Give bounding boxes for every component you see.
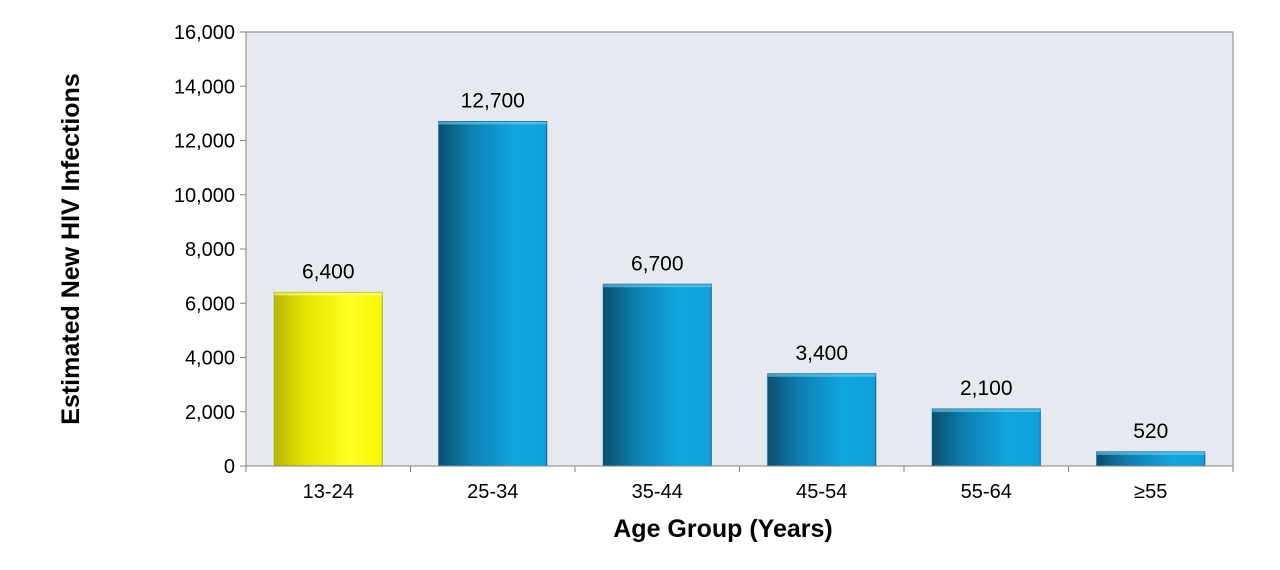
y-tick-label: 0 [224,456,235,478]
y-tick-label: 16,000 [174,22,235,44]
data-label: 3,400 [795,342,848,365]
bar-top-highlight [438,121,547,125]
data-label: 6,400 [302,260,355,283]
bar-rect [438,121,548,467]
x-axis-title: Age Group (Years) [613,515,833,543]
bar-rect [931,408,1041,467]
y-tick-label: 10,000 [174,185,235,207]
data-label: 12,700 [461,90,525,113]
bar-rect [273,291,383,467]
y-tick-label: 14,000 [174,76,235,98]
bar-≥55 [1096,451,1206,467]
plot-area [245,31,1234,467]
x-tick-label: 13-24 [303,481,354,503]
bar-top-highlight [603,284,712,288]
bar-top-highlight [1096,451,1205,455]
bar-top-highlight [932,409,1041,413]
bar-rect [767,373,877,467]
bar-rect [602,283,712,467]
y-tick-label: 12,000 [174,131,235,153]
bar-55-64 [931,408,1041,467]
x-tick-label: ≥55 [1134,481,1167,503]
bar-25-34 [438,121,548,467]
bar-35-44 [602,283,712,467]
x-tick-label: 45-54 [796,481,847,503]
y-tick-label: 4,000 [185,348,235,370]
y-axis-title: Estimated New HIV Infections [57,73,85,424]
data-label: 2,100 [960,377,1013,400]
x-tick-label: 25-34 [467,481,518,503]
y-tick-label: 8,000 [185,239,235,261]
bar-top-highlight [274,292,383,296]
x-tick-label: 55-64 [961,481,1012,503]
x-tick-label: 35-44 [632,481,683,503]
y-tick-label: 6,000 [185,293,235,315]
bar-13-24 [273,291,383,467]
data-label: 6,700 [631,252,684,275]
y-tick-label: 2,000 [185,402,235,424]
bar-45-54 [767,373,877,467]
data-label: 520 [1133,420,1168,443]
bar-top-highlight [767,373,876,377]
